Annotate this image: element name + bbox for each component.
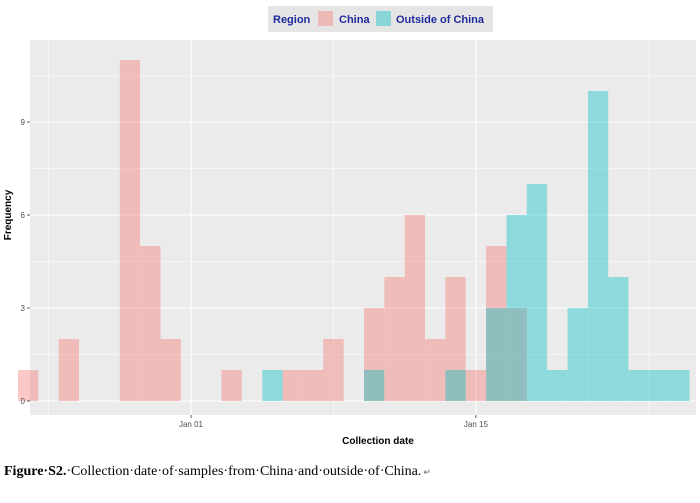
bar-china: [425, 339, 446, 401]
histogram-chart: Region China Outside of China 0 3 6 9 Jan 01…: [3, 6, 696, 447]
y-tick-label: 0: [21, 397, 26, 406]
legend-label-outside: Outside of China: [396, 14, 485, 26]
bar-china: [119, 60, 141, 401]
figure-caption: Figure·S2.·Collection·date·of·samples·fr…: [4, 464, 694, 480]
bar-china: [506, 308, 527, 401]
bar-china: [384, 277, 405, 401]
grid-lines: [30, 40, 696, 415]
bar-china: [303, 370, 324, 401]
y-tick-label: 9: [21, 118, 26, 127]
bar-outside-china: [567, 308, 588, 401]
bar-outside-china: [506, 215, 527, 401]
legend-label-china: China: [339, 14, 370, 26]
bar-outside-china: [587, 91, 609, 401]
bar-china: [323, 339, 344, 401]
x-tick-label: Jan 15: [464, 420, 489, 429]
y-tick-label: 3: [21, 304, 26, 313]
y-tick-label: 6: [21, 211, 26, 220]
y-axis-title: Frequency: [3, 189, 14, 240]
bar-outside-china: [262, 370, 283, 401]
bar-outside-china: [648, 370, 670, 401]
bar-outside-china: [486, 308, 507, 401]
legend-title: Region: [273, 14, 311, 26]
bar-outside-china: [445, 370, 466, 401]
bar-outside-china: [608, 277, 629, 401]
legend-swatch-china: [318, 11, 333, 26]
bar-outside-china: [628, 370, 649, 401]
bar-china: [404, 215, 425, 401]
histogram-bars: [18, 60, 690, 401]
bar-outside-china: [547, 370, 568, 401]
bar-china: [486, 246, 507, 401]
bar-china: [364, 308, 385, 401]
x-tick-label: Jan 01: [179, 420, 204, 429]
bar-china: [282, 370, 303, 401]
plot-panel: [30, 40, 696, 415]
bar-china: [445, 277, 466, 401]
bar-outside-china: [364, 370, 385, 401]
paragraph-mark-icon: ↵: [423, 467, 431, 477]
bar-china: [18, 370, 39, 401]
bar-china: [140, 246, 161, 401]
bar-china: [58, 339, 79, 401]
bar-outside-china: [526, 184, 548, 401]
caption-text: ·Collection·date·of·samples·from·China·a…: [66, 464, 422, 479]
legend-background: [268, 6, 493, 32]
bar-china: [221, 370, 242, 401]
legend: Region China Outside of China: [268, 6, 493, 32]
bar-china: [465, 370, 487, 401]
bar-china: [160, 339, 181, 401]
caption-label: Figure·S2.: [4, 464, 67, 479]
legend-swatch-outside: [376, 11, 391, 26]
x-axis-title: Collection date: [342, 436, 414, 447]
bar-outside-china: [669, 370, 690, 401]
